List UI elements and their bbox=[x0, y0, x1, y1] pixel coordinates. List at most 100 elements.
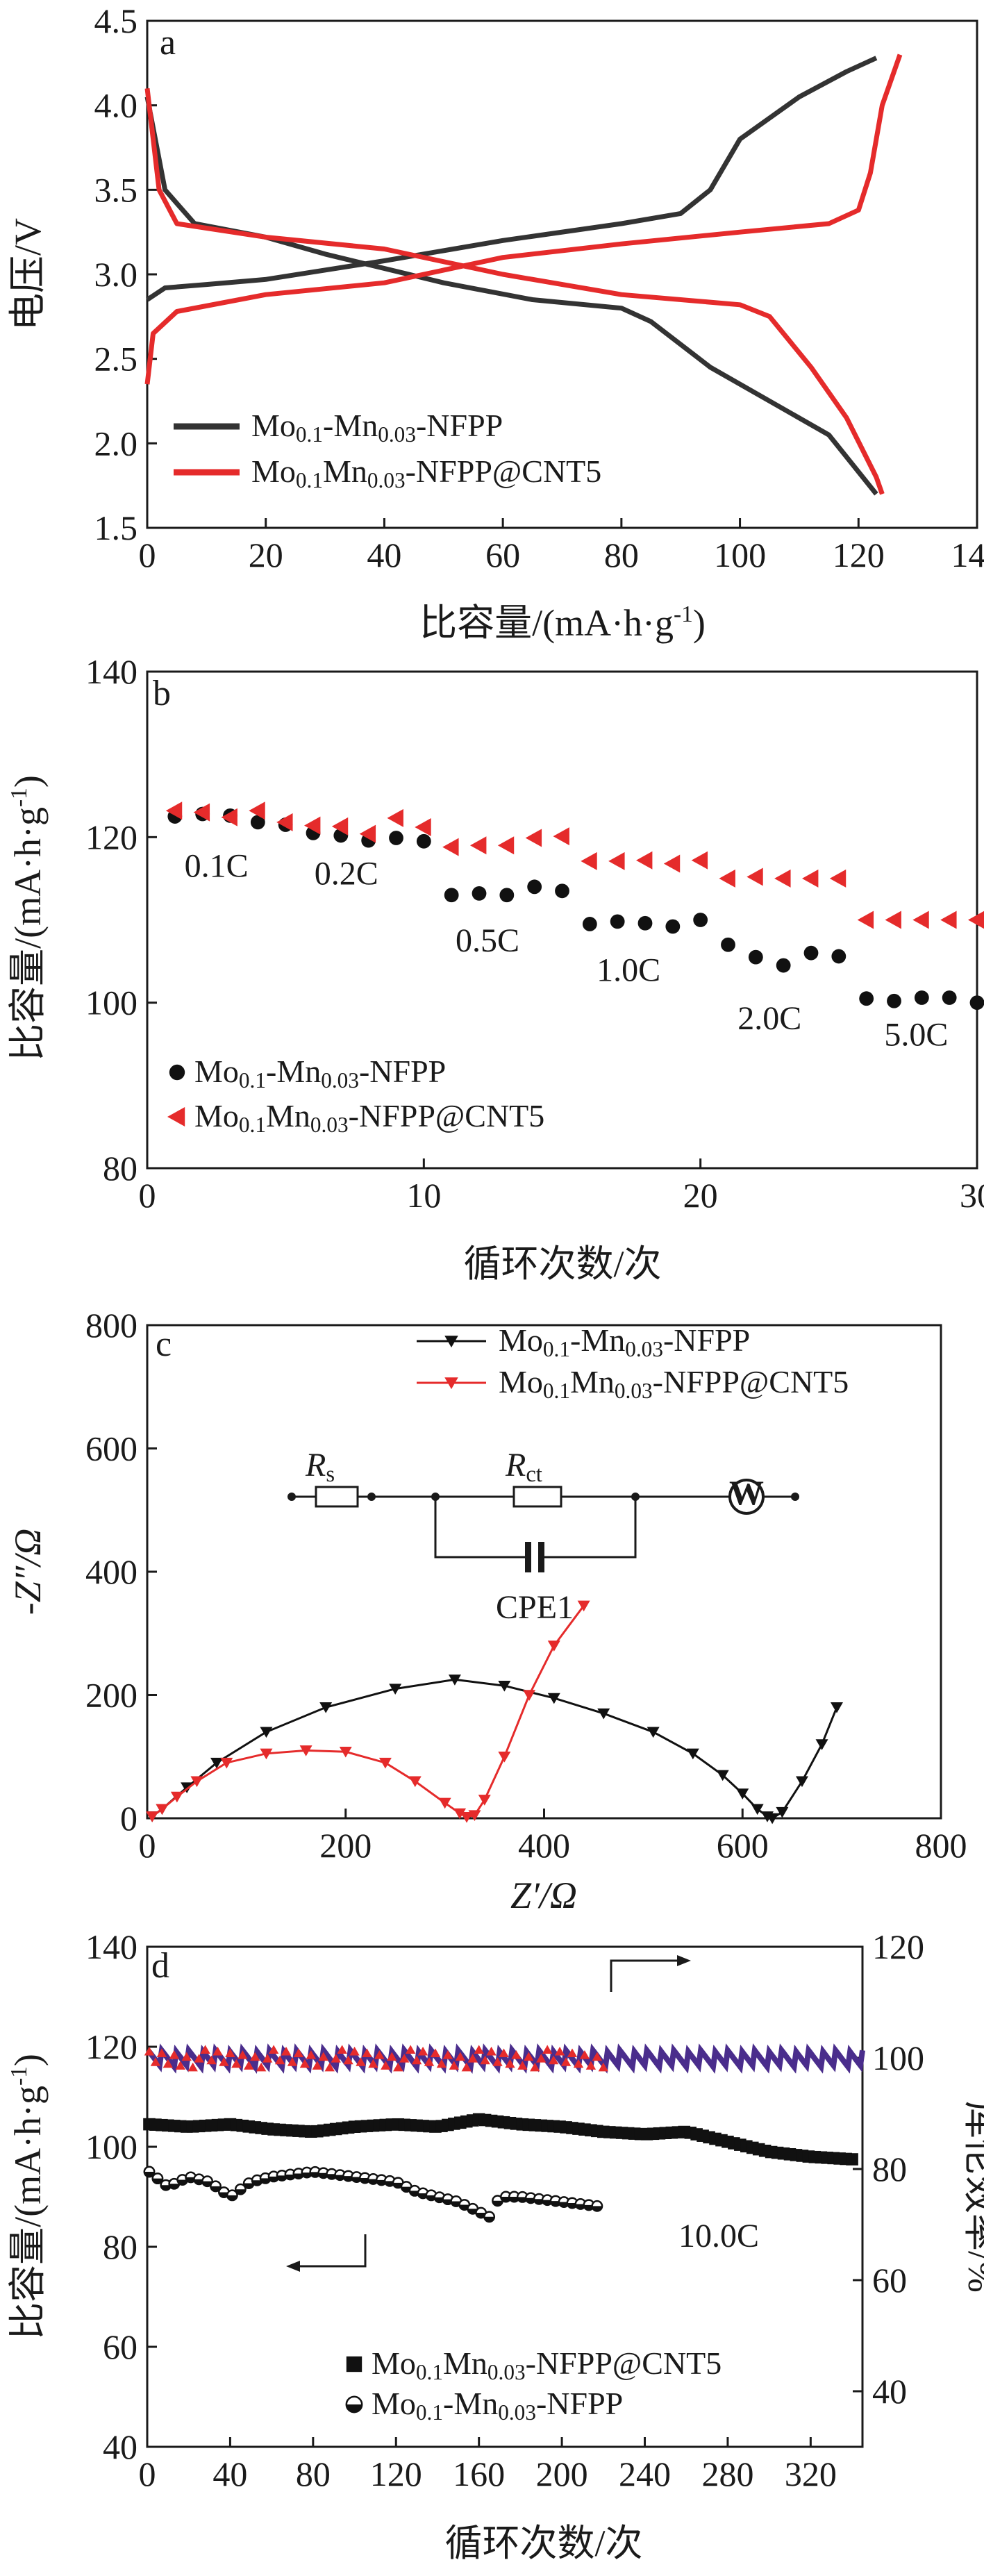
arrow-left-head bbox=[286, 2261, 300, 2272]
panel-d-ce-point bbox=[156, 2048, 167, 2058]
panel-c-point bbox=[220, 1757, 233, 1769]
panel-d-axis-arrows bbox=[286, 1955, 691, 2272]
panel-d-ylabel2: 库伦效率/% bbox=[960, 2101, 984, 2293]
panel-d-point bbox=[284, 2168, 297, 2181]
panel-d-point-fill bbox=[227, 2195, 237, 2201]
panel-b-point bbox=[887, 993, 901, 1008]
panel-c-point bbox=[339, 1746, 352, 1758]
panel-b-point bbox=[472, 886, 487, 901]
panel-c-point bbox=[378, 1757, 392, 1769]
panel-d-point bbox=[846, 2153, 858, 2166]
panel-d-point-fill bbox=[285, 2174, 296, 2180]
panel-d-y2tick-label: 120 bbox=[872, 1927, 924, 1966]
panel-b-point bbox=[416, 833, 431, 849]
panel-c-point bbox=[547, 1640, 560, 1652]
panel-b-xtick-label: 30 bbox=[960, 1176, 984, 1215]
panel-c-point bbox=[736, 1788, 749, 1800]
panel-c-point bbox=[498, 1752, 511, 1763]
panel-a-legend-label: Mo0.1Mn0.03-NFPP@CNT5 bbox=[251, 454, 601, 492]
panel-b-point bbox=[359, 824, 376, 843]
panel-c-point bbox=[498, 1680, 511, 1692]
warburg-label: W bbox=[729, 1473, 764, 1512]
panel-d-ce-point bbox=[417, 2046, 428, 2056]
panel-d-xtick-label: 280 bbox=[701, 2454, 753, 2493]
panel-b-point bbox=[636, 851, 653, 870]
panel-d-ce-point bbox=[374, 2050, 385, 2059]
panel-b-point bbox=[831, 949, 847, 964]
panel-d-ce-point bbox=[567, 2048, 578, 2058]
panel-d-xtick-label: 120 bbox=[370, 2454, 422, 2493]
panel-c-xtick-label: 400 bbox=[518, 1826, 570, 1865]
panel-a-xtick-label: 60 bbox=[485, 535, 520, 574]
panel-d-point-fill bbox=[509, 2197, 519, 2202]
panel-d-ce-point bbox=[560, 2057, 572, 2066]
panel-c-xtick-label: 0 bbox=[139, 1826, 156, 1865]
circuit-parallel-branch bbox=[434, 1497, 637, 1559]
panel-d-rate-label: 10.0C bbox=[678, 2218, 759, 2254]
panel-b-point bbox=[276, 813, 293, 831]
panel-d-ce-point bbox=[274, 2055, 285, 2065]
panel-d-legend-marker-fill bbox=[346, 2404, 362, 2413]
cpe-plate-2 bbox=[538, 1542, 544, 1572]
panel-a-curve-1-1 bbox=[144, 88, 885, 495]
panel-b-point bbox=[525, 829, 542, 847]
panel-c-point bbox=[597, 1708, 610, 1720]
panel-d-point-fill bbox=[169, 2184, 180, 2189]
panel-c-point bbox=[815, 1739, 828, 1750]
panel-b-ytick-label: 100 bbox=[85, 983, 137, 1022]
panel-b-point bbox=[857, 911, 874, 929]
panel-d-point bbox=[591, 2200, 603, 2212]
panel-b-point bbox=[693, 913, 708, 927]
panel-d-frame bbox=[146, 1945, 864, 2448]
panel-c-point bbox=[156, 1804, 169, 1815]
panel-c-point bbox=[190, 1776, 203, 1788]
panel-a-xtick-label: 0 bbox=[139, 535, 156, 574]
panel-c-ytick-label: 0 bbox=[120, 1799, 137, 1838]
panel-a-legend-label: Mo0.1-Mn0.03-NFPP bbox=[251, 408, 503, 447]
panel-b-point bbox=[885, 911, 901, 929]
panel-d-ce-point bbox=[530, 2062, 540, 2072]
panel-b-point bbox=[555, 883, 569, 899]
panel-b-point bbox=[859, 991, 874, 1006]
panel-d-y2tick-label: 100 bbox=[872, 2038, 924, 2077]
panel-b-point bbox=[748, 949, 763, 965]
panel-c-point bbox=[448, 1675, 461, 1686]
panel-d-ce-point bbox=[455, 2052, 466, 2061]
panel-d-ce-point bbox=[212, 2046, 223, 2056]
panel-d-point bbox=[500, 2191, 512, 2203]
panel-d-ce-point bbox=[262, 2054, 273, 2063]
arrow-right-head bbox=[677, 1955, 691, 1966]
panel-d-series-1 bbox=[143, 2166, 603, 2223]
panel-d-ce-point bbox=[144, 2046, 155, 2056]
panel-a-ytick-label: 1.5 bbox=[94, 508, 138, 547]
panel-a-ytick-label: 4.5 bbox=[94, 1, 138, 40]
panel-c-line-0 bbox=[151, 1678, 838, 1820]
panel-b-point bbox=[387, 808, 403, 827]
panel-d-ce-point bbox=[411, 2055, 422, 2065]
panel-b-rate-label: 0.5C bbox=[456, 922, 519, 959]
panel-d-ce-point bbox=[505, 2059, 515, 2068]
panel-d-ce-point bbox=[387, 2052, 397, 2061]
panel-b-legend-marker bbox=[169, 1064, 185, 1081]
panel-c-line-1 bbox=[151, 1604, 585, 1818]
panel-d-xtick-label: 320 bbox=[785, 2454, 837, 2493]
circuit-node bbox=[287, 1493, 296, 1501]
panel-a-xtick-label: 120 bbox=[833, 535, 885, 574]
panel-d-ce-point bbox=[343, 2055, 353, 2065]
resistor-rct bbox=[512, 1486, 562, 1508]
panel-c-letter: c bbox=[156, 1324, 172, 1364]
panel-d-ce-point bbox=[405, 2045, 416, 2054]
panel-b-xtick-label: 20 bbox=[683, 1176, 718, 1215]
panel-a-curve-0-1 bbox=[144, 96, 878, 496]
panel-c-ytick-label: 400 bbox=[85, 1552, 137, 1591]
panel-d-ce-point bbox=[492, 2057, 503, 2066]
panel-d-ce-point bbox=[517, 2061, 528, 2070]
panel-d-point-fill bbox=[252, 2180, 262, 2186]
panel-d-legend-marker bbox=[346, 2356, 362, 2373]
panel-b-point bbox=[608, 851, 625, 870]
resistor-rs bbox=[315, 1486, 359, 1508]
panel-d-series-0 bbox=[143, 2113, 858, 2166]
panel-d-ce-point bbox=[331, 2054, 341, 2063]
panel-d-point-fill bbox=[144, 2172, 155, 2177]
